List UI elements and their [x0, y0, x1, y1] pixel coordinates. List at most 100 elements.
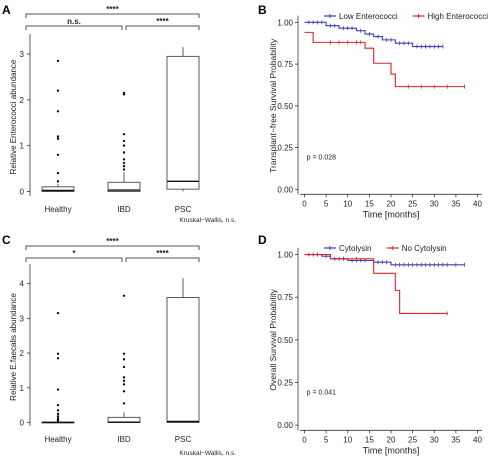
x-tick-label: PSC: [175, 205, 192, 214]
panel-label-c: C: [2, 233, 11, 247]
x-tick-label: 35: [451, 435, 460, 444]
box-psc: [167, 47, 199, 191]
outlier-point: [57, 404, 59, 406]
outlier-point: [57, 413, 59, 415]
outlier-point: [123, 133, 125, 135]
x-tick-label: 25: [408, 199, 417, 208]
x-tick-label: 5: [324, 199, 329, 208]
outlier-point: [57, 154, 59, 156]
x-tick-label: 5: [324, 435, 329, 444]
x-tick-label: 30: [430, 199, 439, 208]
x-tick-label: Healthy: [44, 435, 71, 444]
outlier-point: [123, 158, 125, 160]
x-tick-label: 25: [408, 435, 417, 444]
x-tick-label: PSC: [175, 435, 192, 444]
significance-bracket: ****: [126, 249, 199, 262]
legend-label: High Enterococci: [428, 12, 488, 21]
x-tick-label: 10: [343, 435, 352, 444]
box-ibd: [108, 295, 140, 423]
outlier-point: [123, 383, 125, 385]
box-ibd: [108, 92, 140, 192]
x-tick-label: 20: [387, 199, 396, 208]
box-psc: [167, 278, 199, 422]
outlier-point: [57, 110, 59, 112]
legend-item: Cytolysin: [324, 244, 371, 253]
y-axis-label: Overall Survival Probability: [268, 288, 278, 390]
legend-item: No Cytolysin: [387, 244, 447, 253]
outlier-point: [123, 144, 125, 146]
significance-label: ****: [156, 249, 169, 258]
outlier-point: [57, 180, 59, 182]
y-tick-label: 3: [20, 50, 25, 59]
x-tick-label: 0: [302, 435, 307, 444]
outlier-point: [57, 388, 59, 390]
x-tick-label: IBD: [117, 205, 131, 214]
outlier-point: [123, 151, 125, 153]
outlier-point: [57, 135, 59, 137]
significance-label: ****: [106, 5, 119, 14]
significance-label: ****: [106, 237, 119, 246]
survival-curve: [304, 255, 464, 265]
significance-bracket: n.s.: [26, 17, 122, 30]
outlier-point: [57, 420, 59, 422]
y-axis-label: Relative Enterococci abundance: [9, 59, 18, 174]
survival-curve: [304, 32, 464, 86]
box-iqr: [167, 56, 199, 189]
x-tick-label: 40: [473, 199, 482, 208]
box-healthy: [42, 312, 74, 423]
y-tick-label: 2: [20, 349, 25, 358]
outlier-point: [57, 138, 59, 140]
significance-bracket: ****: [26, 5, 199, 18]
x-tick-label: 15: [365, 199, 374, 208]
significance-label: *: [72, 249, 76, 258]
box-iqr: [167, 298, 199, 423]
outlier-point: [57, 89, 59, 91]
outlier-point: [123, 402, 125, 404]
significance-bracket: *: [26, 249, 122, 262]
outlier-point: [123, 295, 125, 297]
x-tick-label: 30: [430, 435, 439, 444]
p-value-annotation: p = 0.028: [307, 154, 336, 161]
y-tick-label: 4: [20, 280, 25, 289]
y-tick-label: 1: [20, 384, 25, 393]
y-tick-label: 0.50: [277, 102, 293, 111]
p-value-annotation: p = 0.041: [307, 389, 336, 396]
y-tick-label: 0.50: [277, 336, 293, 345]
outlier-point: [57, 415, 59, 417]
outlier-point: [123, 168, 125, 170]
x-tick-label: IBD: [117, 435, 131, 444]
x-axis-label: Time [months]: [363, 209, 420, 219]
legend-item: High Enterococci: [413, 12, 488, 21]
legend-label: Cytolysin: [339, 244, 371, 253]
significance-bracket: ****: [26, 237, 199, 250]
significance-bracket: ****: [126, 17, 199, 30]
y-tick-label: 0.00: [277, 421, 293, 430]
significance-label: n.s.: [67, 17, 81, 26]
x-tick-label: 40: [473, 435, 482, 444]
y-tick-label: 0.00: [277, 185, 293, 194]
test-footnote: Kruskal−Wallis, n.s.: [179, 217, 236, 224]
outlier-point: [123, 93, 125, 95]
y-tick-label: 2: [20, 96, 25, 105]
y-tick-label: 3: [20, 314, 25, 323]
x-tick-label: 35: [451, 199, 460, 208]
outlier-point: [123, 162, 125, 164]
legend-item: Low Enterococci: [324, 12, 398, 21]
outlier-point: [57, 353, 59, 355]
x-axis-label: Time [months]: [363, 445, 420, 455]
y-tick-label: 0.75: [277, 60, 293, 69]
y-tick-label: 0: [20, 187, 25, 196]
panel-label-b: B: [258, 3, 267, 17]
outlier-point: [123, 376, 125, 378]
outlier-point: [57, 60, 59, 62]
outlier-point: [57, 312, 59, 314]
outlier-point: [123, 358, 125, 360]
outlier-point: [123, 366, 125, 368]
x-tick-label: 20: [387, 435, 396, 444]
outlier-point: [123, 390, 125, 392]
panel-label-a: A: [2, 3, 11, 17]
test-footnote: Kruskal−Wallis, n.s.: [179, 450, 236, 457]
panel-label-d: D: [258, 233, 267, 247]
